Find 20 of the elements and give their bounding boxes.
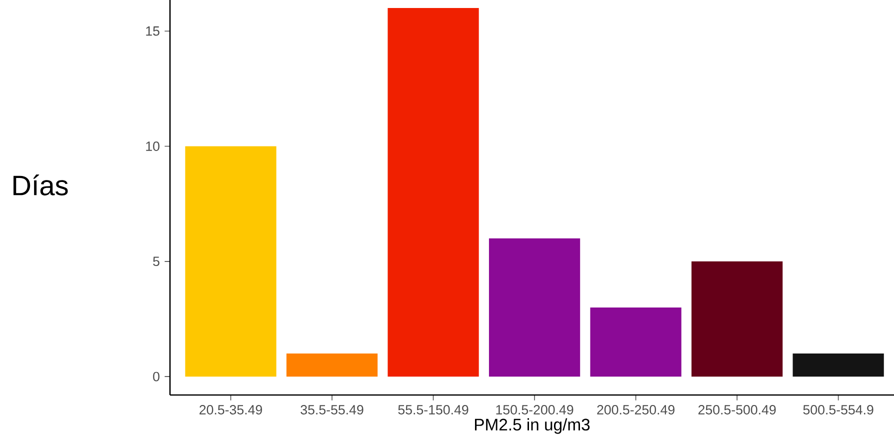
x-tick-label: 150.5-200.49: [496, 405, 574, 414]
x-tick-label: 500.5-554.9: [803, 405, 874, 414]
bar: [590, 307, 682, 377]
bar: [792, 354, 884, 377]
bar: [488, 238, 580, 377]
y-tick-label: 15: [146, 26, 160, 36]
x-tick-label: 55.5-150.49: [398, 405, 468, 414]
x-tick-label: 250.5-500.49: [698, 405, 776, 414]
bar: [691, 261, 783, 377]
x-tick-label: 35.5-55.49: [300, 405, 364, 414]
x-axis-title: PM2.5 in ug/m3: [475, 418, 590, 434]
bar: [286, 354, 378, 377]
y-tick-label: 5: [153, 256, 160, 266]
bar: [388, 8, 479, 377]
x-tick-label: 200.5-250.49: [597, 405, 674, 414]
bar: [185, 146, 276, 377]
y-tick-label: 10: [146, 142, 160, 151]
x-tick-label: 20.5-35.49: [200, 405, 262, 414]
y-tick-label: 0: [153, 372, 160, 382]
y-axis-title: Días: [14, 174, 68, 196]
